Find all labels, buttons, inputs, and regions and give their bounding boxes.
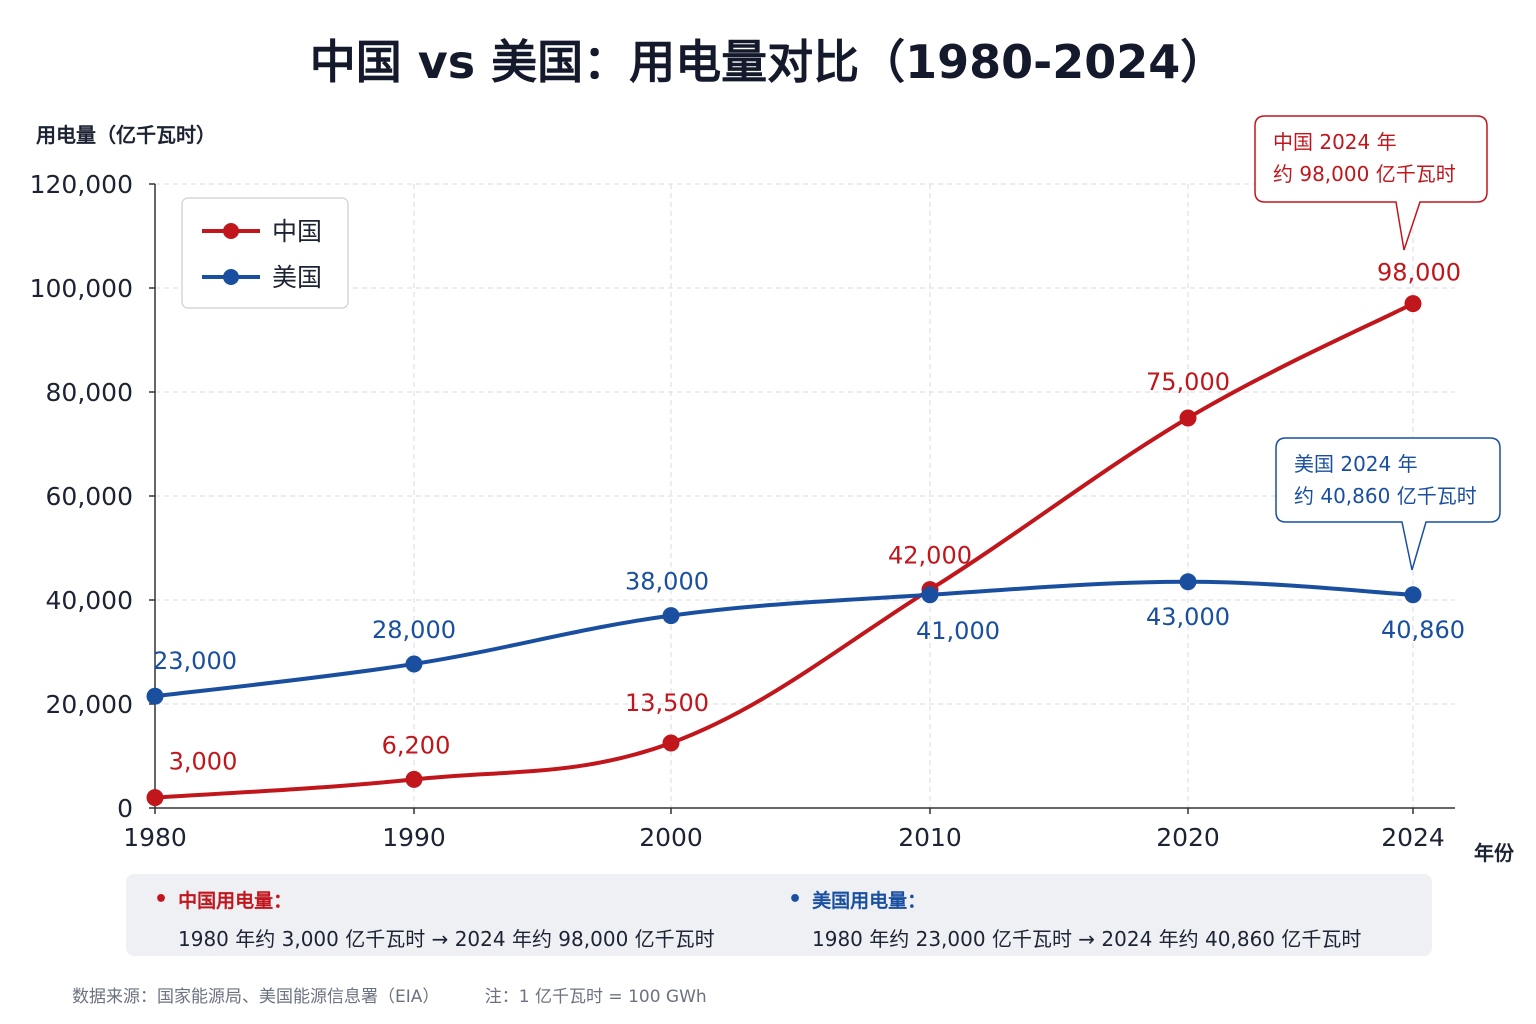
footer-source: 数据来源：国家能源局、美国能源信息署（EIA）: [72, 987, 440, 1007]
chart-title: 中国 vs 美国：用电量对比（1980-2024）: [309, 35, 1227, 89]
data-label: 6,200: [382, 731, 451, 759]
data-label: 43,000: [1146, 603, 1230, 631]
footer-note: 注：1 亿千瓦时 = 100 GWh: [484, 987, 707, 1007]
usa-summary: • 美国用电量： 1980 年约 23,000 亿千瓦时 → 2024 年约 4…: [788, 886, 1361, 952]
data-point: [1179, 573, 1197, 591]
series-line: [154, 301, 1414, 800]
data-point: [146, 687, 164, 705]
callout-1: 美国 2024 年约 40,860 亿千瓦时: [1275, 437, 1501, 571]
legend-label: 中国: [272, 217, 322, 246]
y-tick-label: 20,000: [46, 690, 133, 719]
x-tick-label: 2020: [1156, 823, 1220, 852]
data-point: [146, 789, 164, 807]
series-1: 23,000 28,000 38,000 41,000 43,000 40,860: [146, 568, 1465, 705]
x-axis-label: 年份: [1474, 841, 1515, 865]
data-label: 28,000: [372, 616, 456, 644]
callout-0: 中国 2024 年约 98,000 亿千瓦时: [1254, 115, 1488, 251]
x-tick-label: 1980: [123, 823, 187, 852]
y-tick-label: 120,000: [30, 170, 133, 199]
data-label: 98,000: [1377, 259, 1461, 287]
data-label: 42,000: [888, 542, 972, 570]
data-point: [1404, 586, 1422, 604]
callout-line-2: 约 40,860 亿千瓦时: [1294, 484, 1477, 508]
data-point: [921, 586, 939, 604]
legend-box: [181, 197, 349, 309]
x-tick-label: 1990: [382, 823, 446, 852]
data-point: [662, 607, 680, 625]
y-tick-label: 0: [117, 794, 133, 823]
callout-line-1: 美国 2024 年: [1294, 452, 1418, 476]
grid-lines: [155, 183, 1455, 808]
series-0: 3,000 6,200 13,500 42,000 75,000 98,000: [146, 259, 1461, 807]
y-tick-label: 80,000: [46, 378, 133, 407]
callout-line-1: 中国 2024 年: [1273, 130, 1397, 154]
x-tick-label: 2024: [1381, 823, 1445, 852]
usa-summary-title: 美国用电量：: [812, 890, 927, 912]
data-point: [405, 655, 423, 673]
series-line: [154, 579, 1414, 699]
x-tick-label: 2010: [898, 823, 962, 852]
y-tick-label: 40,000: [46, 586, 133, 615]
callout-bubble: [1254, 115, 1488, 251]
footer: 数据来源：国家能源局、美国能源信息署（EIA） 注：1 亿千瓦时 = 100 G…: [72, 982, 707, 1007]
china-summary-text: 1980 年约 3,000 亿千瓦时 → 2024 年约 98,000 亿千瓦时: [178, 927, 715, 951]
data-label: 41,000: [916, 617, 1000, 645]
data-label: 23,000: [153, 647, 237, 675]
china-summary-heading: • 中国用电量：: [154, 886, 715, 913]
legend-swatch-dot: [223, 269, 239, 285]
data-point: [1404, 295, 1422, 313]
summary-box: • 中国用电量： 1980 年约 3,000 亿千瓦时 → 2024 年约 98…: [126, 874, 1432, 956]
y-tick-label: 60,000: [46, 482, 133, 511]
callout-line-2: 约 98,000 亿千瓦时: [1273, 162, 1456, 186]
data-label: 38,000: [625, 568, 709, 596]
legend-label: 美国: [272, 263, 322, 292]
china-summary-title: 中国用电量：: [178, 890, 293, 912]
data-point: [405, 770, 423, 788]
data-label: 13,500: [625, 689, 709, 717]
callout-bubble: [1275, 437, 1501, 571]
usa-summary-text: 1980 年约 23,000 亿千瓦时 → 2024 年约 40,860 亿千瓦…: [812, 927, 1362, 951]
china-summary: • 中国用电量： 1980 年约 3,000 亿千瓦时 → 2024 年约 98…: [154, 886, 715, 952]
usa-summary-heading: • 美国用电量：: [788, 886, 1361, 913]
data-label: 3,000: [169, 748, 238, 776]
china-bullet-icon: •: [154, 886, 169, 912]
y-axis-label: 用电量（亿千瓦时）: [36, 123, 216, 147]
x-tick-label: 2000: [639, 823, 703, 852]
data-point: [1179, 409, 1197, 427]
data-label: 40,860: [1381, 616, 1465, 644]
data-point: [662, 734, 680, 752]
usa-bullet-icon: •: [788, 886, 803, 912]
y-tick-label: 100,000: [30, 274, 133, 303]
legend-swatch-dot: [223, 223, 239, 239]
data-label: 75,000: [1146, 368, 1230, 396]
